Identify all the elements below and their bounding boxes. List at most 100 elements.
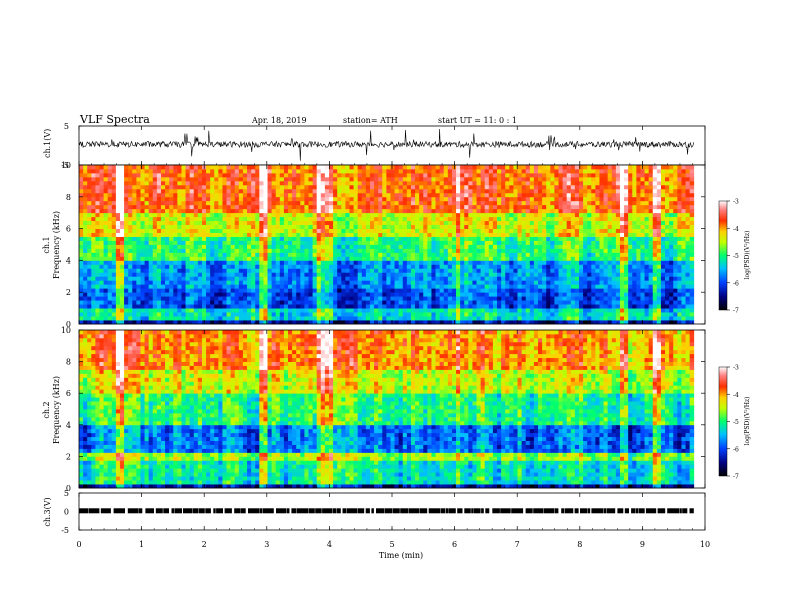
- spectrogram-cell: [628, 276, 633, 281]
- spectrogram-cell: [242, 276, 248, 281]
- spectrogram-cell: [296, 220, 301, 226]
- spectrogram-cell: [148, 256, 154, 261]
- spectrogram-cell: [636, 264, 641, 269]
- spectrogram-cell: [558, 316, 563, 321]
- spectrogram-cell: [640, 308, 645, 313]
- spectrogram-cell: [451, 320, 457, 325]
- spectrogram-cell: [296, 244, 301, 249]
- spectrogram-cell: [95, 264, 100, 269]
- spectrogram-cell: [140, 244, 145, 249]
- spectrogram-cell: [99, 284, 104, 289]
- spectrogram-cell: [451, 288, 457, 293]
- spectrogram-cell: [263, 196, 268, 202]
- spectrogram-cell: [398, 300, 404, 305]
- spectrogram-cell: [394, 256, 400, 261]
- spectrogram-cell: [505, 292, 510, 297]
- spectrogram-cell: [115, 264, 121, 269]
- spectrogram-cell: [119, 232, 125, 237]
- spectrogram-cell: [447, 260, 453, 265]
- spectrogram-cell: [218, 300, 223, 305]
- spectrogram-cell: [353, 256, 359, 261]
- spectrogram-cell: [456, 240, 461, 245]
- spectrogram-cell: [439, 300, 445, 305]
- spectrogram-cell: [497, 308, 502, 313]
- spectrogram-cell: [595, 248, 600, 253]
- spectrogram-cell: [197, 260, 203, 265]
- spectrogram-cell: [197, 288, 203, 293]
- spectrogram-cell: [300, 312, 305, 317]
- spectrogram-cell: [369, 208, 375, 214]
- spectrogram-cell: [583, 200, 588, 206]
- spectrogram-cell: [410, 236, 416, 241]
- spectrogram-cell: [165, 288, 170, 293]
- spectrogram-cell: [316, 304, 322, 309]
- spectrogram-cell: [304, 252, 309, 257]
- spectrogram-cell: [538, 212, 543, 218]
- spectrogram-cell: [628, 268, 633, 273]
- spectrogram-cell: [628, 240, 633, 245]
- spectrogram-cell: [279, 300, 285, 305]
- spectrogram-cell: [521, 200, 527, 206]
- spectrogram-cell: [374, 260, 379, 265]
- spectrogram-cell: [288, 300, 293, 305]
- spectrogram-cell: [415, 252, 420, 257]
- spectrogram-cell: [451, 256, 457, 261]
- spectrogram-cell: [624, 292, 629, 297]
- spectrogram-cell: [562, 316, 568, 321]
- spectrogram-cell: [279, 196, 285, 202]
- spectrogram-cell: [230, 280, 236, 285]
- spectrogram-cell: [513, 200, 518, 206]
- spectrogram-cell: [288, 272, 293, 277]
- spectrogram-cell: [173, 196, 178, 202]
- spectrogram-cell: [603, 232, 609, 237]
- spectrogram-cell: [386, 216, 391, 222]
- spectrogram-cell: [472, 260, 477, 265]
- spectrogram-cell: [447, 308, 453, 313]
- spectrogram-cell: [79, 304, 84, 309]
- spectrogram-cell: [341, 248, 346, 253]
- spectrogram-cell: [632, 272, 637, 277]
- spectrogram-cell: [529, 208, 535, 214]
- spectrogram-cell: [374, 280, 379, 285]
- spectrogram-cell: [410, 232, 416, 237]
- spectrogram-cell: [341, 224, 346, 230]
- spectrogram-cell: [406, 296, 412, 301]
- spectrogram-cell: [624, 236, 629, 241]
- spectrogram-cell: [103, 260, 109, 265]
- spectrogram-cell: [119, 320, 125, 325]
- spectrogram-cell: [99, 216, 104, 222]
- spectrogram-cell: [464, 256, 469, 261]
- spectrogram-cell: [591, 300, 596, 305]
- spectrogram-cell: [251, 296, 256, 301]
- spectrogram-cell: [206, 320, 211, 325]
- spectrogram-cell: [595, 304, 600, 309]
- spectrogram-cell: [665, 216, 670, 222]
- spectrogram-cell: [542, 252, 547, 257]
- spectrogram-cell: [242, 312, 248, 317]
- spectrogram-cell: [447, 200, 453, 206]
- spectrogram-cell: [345, 260, 350, 265]
- spectrogram-cell: [525, 312, 531, 317]
- spectrogram-cell: [160, 284, 166, 289]
- spectrogram-cell: [390, 232, 395, 237]
- spectrogram-cell: [136, 292, 141, 297]
- spectrogram-cell: [632, 304, 637, 309]
- spectrogram-cell: [308, 204, 313, 210]
- spectrogram-cell: [263, 272, 268, 277]
- spectrogram-cell: [83, 224, 88, 230]
- spectrogram-cell: [587, 208, 592, 214]
- spectrogram-cell: [390, 272, 395, 277]
- spectrogram-cell: [111, 260, 117, 265]
- spectrogram-cell: [480, 280, 486, 285]
- spectrogram-cell: [435, 200, 441, 206]
- start-time-label: start UT = 11: 0 : 1: [438, 116, 517, 125]
- spectrogram-cell: [644, 260, 650, 265]
- spectrogram-cell: [427, 204, 432, 210]
- spectrogram-cell: [251, 268, 256, 273]
- spectrogram-cell: [402, 228, 408, 233]
- spectrogram-cell: [234, 216, 240, 222]
- spectrogram-cell: [587, 212, 592, 218]
- spectrogram-cell: [533, 204, 539, 210]
- spectrogram-cell: [583, 208, 588, 214]
- spectrogram-cell: [615, 216, 621, 222]
